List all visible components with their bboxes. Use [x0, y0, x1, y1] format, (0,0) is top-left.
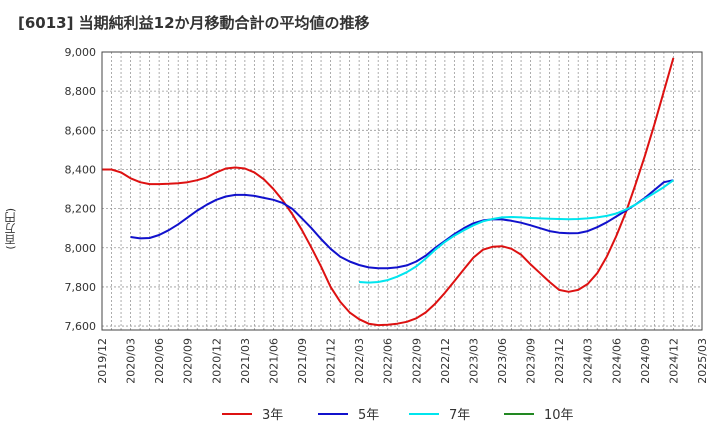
x-tick-label: 2024/06 — [610, 338, 623, 384]
legend-label-1: 3年 — [262, 408, 283, 423]
grid — [101, 51, 703, 330]
x-tick-label: 2024/12 — [667, 338, 680, 384]
y-tick-label: 8,000 — [65, 242, 97, 255]
series-line-2 — [130, 179, 674, 270]
x-tick-label: 2024/09 — [639, 338, 652, 384]
x-axis-ticks: 2019/12 2020/03 2020/06 2020/09 2020/12 2021/… — [96, 338, 709, 384]
legend-label-3: 7年 — [449, 408, 470, 423]
x-tick-label: 2020/03 — [125, 338, 138, 384]
legend-label-4: 10年 — [544, 408, 574, 423]
x-tick-label: 2021/06 — [267, 338, 280, 384]
x-tick-label: 2023/09 — [525, 338, 538, 384]
x-tick-label: 2023/12 — [553, 338, 566, 384]
series-lines — [102, 57, 675, 327]
x-tick-label: 2022/09 — [410, 338, 423, 384]
x-tick-label: 2023/03 — [467, 338, 480, 384]
x-tick-label: 2021/12 — [325, 338, 338, 384]
y-tick-label: 8,200 — [65, 203, 97, 216]
x-tick-label: 2022/06 — [382, 338, 395, 384]
y-tick-label: 8,800 — [65, 85, 97, 98]
plot-frame — [101, 51, 703, 331]
x-tick-label: 2019/12 — [96, 338, 109, 384]
x-tick-label: 2022/12 — [439, 338, 452, 384]
legend: 3年 5年 7年 10年 — [222, 408, 574, 423]
legend-label-2: 5年 — [358, 408, 379, 423]
y-tick-label: 7,600 — [65, 320, 97, 333]
y-tick-label: 8,600 — [65, 124, 97, 137]
y-axis-ticks: 7,600 7,800 8,000 8,200 8,400 8,600 8,800 9,000 — [65, 46, 97, 333]
y-tick-label: 8,400 — [65, 163, 97, 176]
x-tick-label: 2021/09 — [296, 338, 309, 384]
x-tick-label: 2021/03 — [239, 338, 252, 384]
y-tick-label: 7,800 — [65, 281, 97, 294]
x-tick-label: 2020/09 — [182, 338, 195, 384]
x-tick-label: 2020/06 — [153, 338, 166, 384]
series-line-3 — [359, 179, 674, 284]
x-tick-label: 2023/06 — [496, 338, 509, 384]
x-tick-label: 2020/12 — [210, 338, 223, 384]
x-tick-label: 2025/03 — [696, 338, 709, 384]
series-line-1 — [102, 57, 675, 327]
y-tick-label: 9,000 — [65, 46, 97, 59]
x-tick-label: 2022/03 — [353, 338, 366, 384]
chart-title: [6013] 当期純利益12か月移動合計の平均値の推移 — [18, 14, 370, 32]
x-tick-label: 2024/03 — [582, 338, 595, 384]
